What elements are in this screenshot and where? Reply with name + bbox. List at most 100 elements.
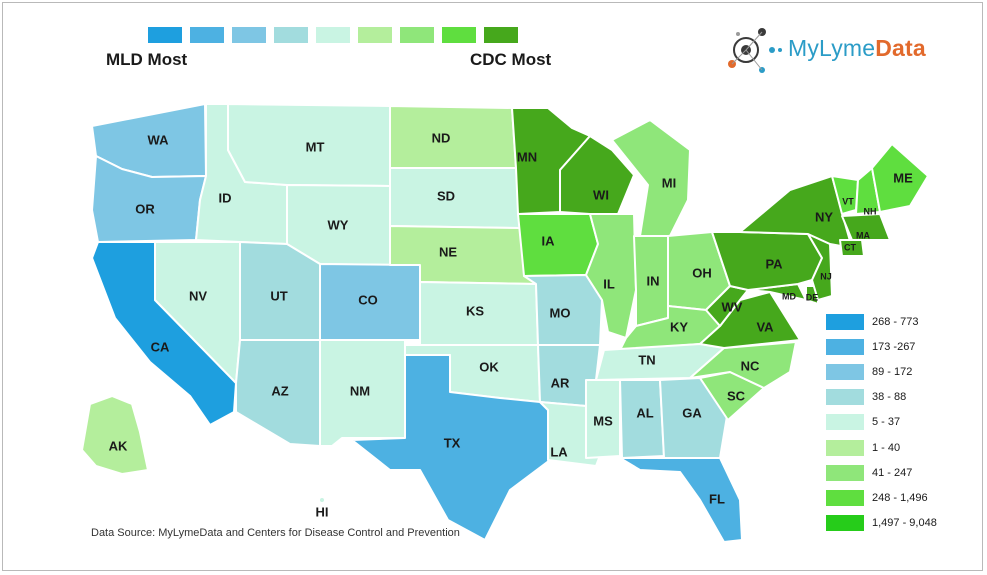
state-HI[interactable] xyxy=(318,496,326,504)
legend-row: 1 - 40 xyxy=(826,435,966,460)
state-label-WI: WI xyxy=(593,187,609,202)
state-TX[interactable] xyxy=(351,354,551,541)
logo-text-part-a: MyLyme xyxy=(788,35,876,61)
state-label-LA: LA xyxy=(550,444,568,459)
color-scale xyxy=(148,27,518,43)
legend-label: 38 - 88 xyxy=(872,391,907,404)
state-label-SC: SC xyxy=(727,388,746,403)
state-IA[interactable] xyxy=(517,213,599,277)
legend-label: 248 - 1,496 xyxy=(872,491,928,504)
state-label-MI: MI xyxy=(662,175,676,190)
state-label-AK: AK xyxy=(109,438,128,453)
state-label-MO: MO xyxy=(550,305,571,320)
state-label-NM: NM xyxy=(350,383,370,398)
state-label-WA: WA xyxy=(148,132,170,147)
legend-row: 248 - 1,496 xyxy=(826,485,966,510)
state-label-NE: NE xyxy=(439,244,457,259)
state-MS[interactable] xyxy=(585,379,621,459)
state-ND[interactable] xyxy=(389,105,517,169)
legend-swatch xyxy=(826,363,864,380)
scale-swatch xyxy=(400,27,434,43)
legend-label: 41 - 247 xyxy=(872,466,913,479)
state-MA[interactable] xyxy=(841,213,891,241)
state-label-KY: KY xyxy=(670,319,688,334)
state-label-AZ: AZ xyxy=(271,383,288,398)
scale-left-label: MLD Most xyxy=(106,50,188,69)
scale-swatch xyxy=(358,27,392,43)
state-label-CT: CT xyxy=(844,242,856,252)
state-label-DE: DE xyxy=(806,292,819,302)
state-label-NH: NH xyxy=(864,206,877,216)
legend-row: 38 - 88 xyxy=(826,385,966,410)
state-CT[interactable] xyxy=(839,239,865,257)
state-ME[interactable] xyxy=(871,143,929,213)
state-label-OH: OH xyxy=(692,265,712,280)
state-label-NV: NV xyxy=(189,288,207,303)
scale-swatch xyxy=(316,27,350,43)
state-label-VT: VT xyxy=(842,196,854,206)
legend-label: 89 - 172 xyxy=(872,365,913,378)
legend-label: 268 - 773 xyxy=(872,315,919,328)
state-NM[interactable] xyxy=(319,339,406,447)
state-label-MA: MA xyxy=(856,230,870,240)
state-label-MT: MT xyxy=(306,139,325,154)
state-label-ND: ND xyxy=(432,130,451,145)
state-AK[interactable] xyxy=(81,395,149,475)
state-WV[interactable] xyxy=(705,285,749,327)
scale-swatch xyxy=(484,27,518,43)
state-label-WV: WV xyxy=(722,299,743,314)
state-label-WY: WY xyxy=(328,217,349,232)
state-label-GA: GA xyxy=(682,405,702,420)
state-FL[interactable] xyxy=(619,457,743,543)
mylymedata-logo-icon xyxy=(728,28,782,73)
state-label-ME: ME xyxy=(893,170,913,185)
state-label-IL: IL xyxy=(603,276,615,291)
state-label-IN: IN xyxy=(647,273,660,288)
state-label-PA: PA xyxy=(765,256,783,271)
state-label-OR: OR xyxy=(135,201,155,216)
legend-row: 5 - 37 xyxy=(826,410,966,435)
state-label-TN: TN xyxy=(638,352,655,367)
legend-swatch xyxy=(826,414,864,431)
state-label-HI: HI xyxy=(316,504,329,519)
state-label-OK: OK xyxy=(479,359,499,374)
legend-row: 1,497 - 9,048 xyxy=(826,511,966,536)
scale-swatch xyxy=(442,27,476,43)
state-label-UT: UT xyxy=(270,288,287,303)
legend-swatch xyxy=(826,313,864,330)
legend-swatch xyxy=(826,389,864,406)
state-label-IA: IA xyxy=(542,233,556,248)
legend-swatch xyxy=(826,338,864,355)
state-NY[interactable] xyxy=(739,175,853,249)
legend-swatch xyxy=(826,489,864,506)
legend-label: 1 - 40 xyxy=(872,441,901,454)
state-label-MS: MS xyxy=(593,413,613,428)
state-label-AL: AL xyxy=(636,405,653,420)
legend-label: 5 - 37 xyxy=(872,416,901,429)
scale-right-label: CDC Most xyxy=(470,50,552,69)
legend-swatch xyxy=(826,515,864,532)
data-source-note: Data Source: MyLymeData and Centers for … xyxy=(91,527,460,539)
state-label-ID: ID xyxy=(219,190,232,205)
state-label-NC: NC xyxy=(741,358,760,373)
scale-swatch xyxy=(148,27,182,43)
logo-text-part-b: Data xyxy=(875,35,926,61)
scale-swatch xyxy=(274,27,308,43)
state-label-MN: MN xyxy=(517,149,537,164)
legend-swatch xyxy=(826,464,864,481)
state-label-TX: TX xyxy=(444,435,461,450)
legend-swatch xyxy=(826,439,864,456)
scale-swatch xyxy=(232,27,266,43)
legend-row: 173 -267 xyxy=(826,334,966,359)
legend-label: 1,497 - 9,048 xyxy=(872,517,937,530)
legend-label: 173 -267 xyxy=(872,340,916,353)
logo-text: MyLymeData xyxy=(788,35,926,62)
state-label-CO: CO xyxy=(358,292,378,307)
scale-swatch xyxy=(190,27,224,43)
state-label-AR: AR xyxy=(551,375,570,390)
legend-row: 41 - 247 xyxy=(826,460,966,485)
state-MI[interactable] xyxy=(611,119,691,237)
state-WI[interactable] xyxy=(559,135,635,215)
legend: 268 - 773 173 -267 89 - 172 38 - 88 5 - … xyxy=(826,309,966,536)
